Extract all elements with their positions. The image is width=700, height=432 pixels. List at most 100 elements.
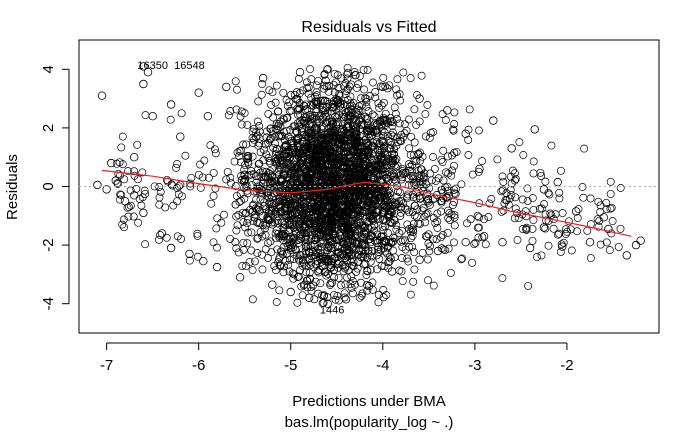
scatter-point [314, 244, 323, 253]
scatter-point [415, 94, 424, 103]
scatter-point [323, 65, 332, 74]
scatter-point [387, 267, 397, 276]
scatter-point [315, 173, 324, 181]
scatter-point [173, 160, 182, 168]
point-annotation: 16350 [137, 60, 168, 72]
scatter-point [350, 68, 359, 77]
scatter-point [295, 104, 304, 113]
scatter-point [366, 164, 374, 173]
scatter-point [606, 189, 615, 198]
scatter-point [424, 276, 432, 285]
scatter-point [311, 221, 320, 230]
scatter-point [497, 187, 506, 196]
scatter-point [138, 193, 147, 202]
scatter-point [363, 126, 372, 135]
scatter-point [337, 250, 346, 259]
scatter-point [297, 170, 306, 179]
scatter-point [340, 217, 349, 226]
scatter-point [271, 207, 280, 216]
scatter-point [266, 237, 275, 246]
scatter-point [120, 223, 128, 232]
scatter-point [251, 257, 259, 266]
scatter-point [415, 220, 424, 228]
scatter-point [251, 210, 259, 219]
scatter-point [129, 212, 138, 221]
scatter-point [380, 237, 389, 246]
scatter-point [266, 124, 275, 133]
scatter-point [416, 194, 425, 203]
scatter-point [361, 94, 370, 103]
scatter-point [404, 190, 412, 199]
scatter-point [291, 245, 300, 254]
scatter-point [223, 167, 232, 176]
scatter-point [351, 70, 360, 80]
scatter-point [339, 200, 348, 209]
scatter-point [233, 148, 242, 157]
scatter-point [332, 155, 341, 164]
scatter-point [336, 192, 345, 201]
scatter-point [243, 152, 252, 161]
scatter-point [352, 198, 360, 206]
scatter-point [275, 255, 283, 264]
scatter-point [360, 177, 369, 186]
scatter-point [444, 244, 453, 253]
scatter-point [365, 198, 374, 207]
scatter-point [300, 102, 309, 110]
scatter-point [106, 158, 116, 168]
scatter-point [222, 82, 231, 92]
scatter-point [502, 196, 511, 205]
scatter-point [362, 229, 371, 238]
scatter-point [312, 81, 321, 90]
scatter-point [539, 223, 549, 232]
scatter-point [450, 189, 459, 198]
scatter-point [385, 197, 394, 206]
scatter-point [412, 212, 421, 221]
scatter-point [259, 156, 268, 165]
scatter-point [117, 191, 126, 199]
scatter-point [293, 208, 302, 217]
scatter-point [445, 191, 454, 200]
scatter-point [450, 213, 459, 222]
scatter-point [437, 207, 446, 216]
scatter-point [404, 115, 413, 124]
scatter-point [268, 192, 277, 201]
scatter-point [368, 247, 376, 256]
scatter-point [352, 84, 361, 92]
scatter-point [553, 177, 562, 187]
scatter-point [210, 145, 219, 154]
scatter-point [567, 246, 576, 255]
scatter-point [328, 158, 337, 167]
scatter-point [334, 273, 343, 282]
scatter-point [272, 298, 281, 307]
scatter-point [322, 150, 331, 159]
scatter-point [291, 168, 299, 177]
scatter-point [331, 295, 340, 304]
scatter-point [294, 210, 303, 218]
scatter-point [271, 98, 280, 107]
scatter-point [203, 111, 213, 121]
scatter-point [313, 152, 322, 161]
scatter-point [250, 135, 258, 144]
scatter-point [446, 268, 455, 277]
scatter-point [254, 203, 263, 212]
scatter-point [304, 172, 313, 181]
x-axis: -7 -6 -5 -4 -3 -2 [100, 342, 574, 374]
scatter-point [498, 237, 507, 247]
scatter-point [323, 118, 332, 127]
scatter-point [168, 181, 177, 190]
scatter-point [389, 171, 398, 180]
scatter-point [461, 237, 470, 247]
scatter-point [473, 211, 482, 220]
scatter-point [309, 217, 318, 226]
scatter-point [622, 251, 631, 260]
scatter-point [348, 167, 357, 176]
scatter-point [254, 219, 263, 228]
scatter-point [155, 200, 164, 209]
scatter-point [389, 132, 398, 141]
scatter-point [254, 141, 263, 150]
scatter-point [438, 158, 447, 167]
scatter-point [320, 291, 329, 300]
scatter-point [478, 233, 487, 242]
scatter-point [414, 149, 423, 158]
scatter-point [525, 243, 535, 253]
